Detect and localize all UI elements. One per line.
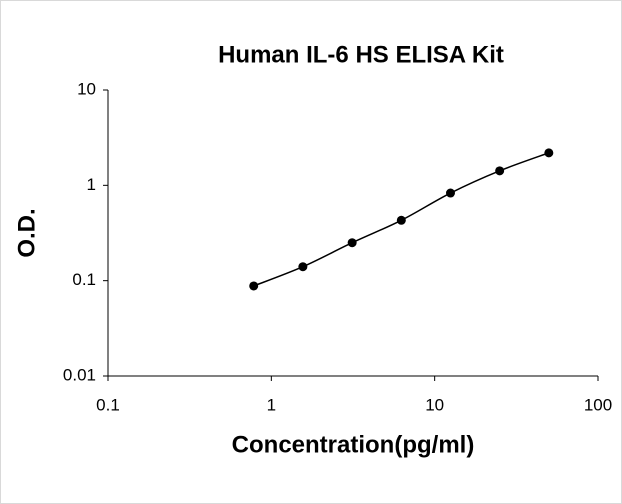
- y-tick-label: 0.01: [63, 365, 96, 384]
- data-point: [347, 238, 357, 248]
- data-point: [544, 148, 554, 158]
- y-axis-label: O.D.: [13, 208, 40, 257]
- data-point: [298, 262, 308, 272]
- x-tick-label: 1: [267, 395, 276, 414]
- x-tick-label: 0.1: [96, 395, 120, 414]
- y-tick-label: 0.1: [72, 270, 96, 289]
- x-tick-label: 100: [584, 395, 612, 414]
- y-tick-label: 10: [77, 79, 96, 98]
- x-tick-label: 10: [425, 395, 444, 414]
- data-point: [249, 281, 259, 291]
- x-axis-label: Concentration(pg/ml): [232, 431, 475, 458]
- chart-title: Human IL-6 HS ELISA Kit: [218, 41, 504, 68]
- data-point: [396, 215, 406, 225]
- data-point: [445, 188, 455, 198]
- data-point: [495, 166, 505, 176]
- y-tick-label: 1: [87, 175, 96, 194]
